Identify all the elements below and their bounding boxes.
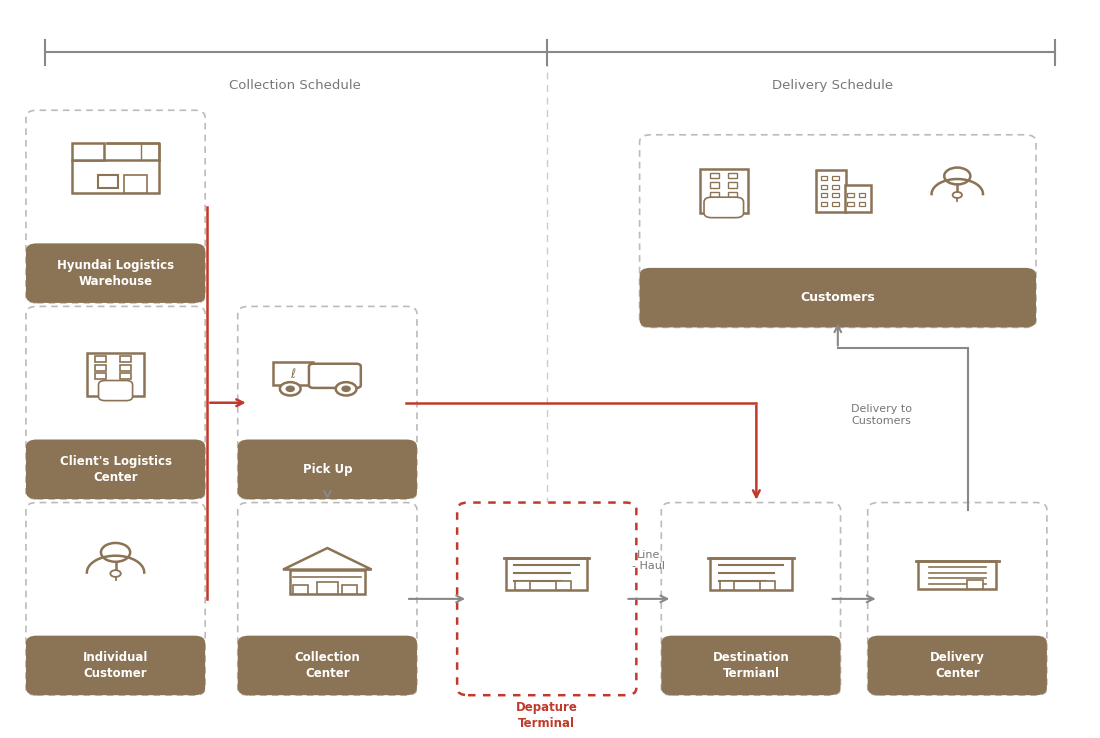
Text: Depature
Terminal: Depature Terminal <box>516 701 578 730</box>
FancyBboxPatch shape <box>342 584 356 594</box>
FancyBboxPatch shape <box>37 446 194 469</box>
FancyBboxPatch shape <box>87 354 144 396</box>
FancyBboxPatch shape <box>124 175 147 193</box>
Text: Delivery Schedule: Delivery Schedule <box>772 79 893 92</box>
Text: Collection Schedule: Collection Schedule <box>229 79 361 92</box>
FancyBboxPatch shape <box>37 643 194 666</box>
FancyBboxPatch shape <box>868 635 1047 695</box>
FancyBboxPatch shape <box>704 197 744 218</box>
FancyBboxPatch shape <box>821 184 827 189</box>
FancyBboxPatch shape <box>651 275 1024 297</box>
FancyBboxPatch shape <box>673 643 828 666</box>
Text: Pick Up: Pick Up <box>302 463 352 476</box>
FancyBboxPatch shape <box>710 201 718 207</box>
FancyBboxPatch shape <box>728 173 737 178</box>
FancyBboxPatch shape <box>73 160 158 193</box>
FancyBboxPatch shape <box>880 643 1035 666</box>
FancyBboxPatch shape <box>26 635 206 695</box>
FancyBboxPatch shape <box>96 365 106 371</box>
FancyBboxPatch shape <box>821 193 827 197</box>
FancyBboxPatch shape <box>710 192 718 197</box>
FancyBboxPatch shape <box>294 584 308 594</box>
FancyBboxPatch shape <box>639 268 1036 328</box>
Circle shape <box>286 386 295 391</box>
FancyBboxPatch shape <box>317 582 338 594</box>
Text: Line
- Haul: Line - Haul <box>632 550 666 571</box>
FancyBboxPatch shape <box>710 173 718 178</box>
FancyBboxPatch shape <box>847 193 854 197</box>
FancyBboxPatch shape <box>516 581 530 590</box>
FancyBboxPatch shape <box>821 176 827 180</box>
FancyBboxPatch shape <box>238 440 417 499</box>
Text: Delivery
Center: Delivery Center <box>930 651 984 680</box>
Text: Customers: Customers <box>801 292 876 304</box>
FancyBboxPatch shape <box>832 193 838 197</box>
FancyBboxPatch shape <box>700 169 748 213</box>
FancyBboxPatch shape <box>120 356 131 362</box>
Text: Delivery to
Customers: Delivery to Customers <box>850 404 912 426</box>
FancyBboxPatch shape <box>26 440 206 499</box>
Text: Client's Logistics
Center: Client's Logistics Center <box>59 455 172 484</box>
FancyBboxPatch shape <box>250 446 405 469</box>
FancyBboxPatch shape <box>73 143 104 160</box>
Circle shape <box>279 382 300 396</box>
FancyBboxPatch shape <box>710 182 718 187</box>
FancyBboxPatch shape <box>238 503 417 695</box>
FancyBboxPatch shape <box>868 503 1047 695</box>
FancyBboxPatch shape <box>711 559 792 590</box>
FancyBboxPatch shape <box>728 192 737 197</box>
FancyBboxPatch shape <box>273 362 314 385</box>
FancyBboxPatch shape <box>26 110 206 303</box>
Text: ℓ: ℓ <box>290 368 296 382</box>
FancyBboxPatch shape <box>728 201 737 207</box>
FancyBboxPatch shape <box>832 184 838 189</box>
Circle shape <box>953 192 962 198</box>
FancyBboxPatch shape <box>832 201 838 206</box>
FancyBboxPatch shape <box>760 581 774 590</box>
FancyBboxPatch shape <box>821 201 827 206</box>
FancyBboxPatch shape <box>26 306 206 499</box>
FancyBboxPatch shape <box>639 135 1036 328</box>
FancyBboxPatch shape <box>120 365 131 371</box>
FancyBboxPatch shape <box>99 381 133 401</box>
FancyBboxPatch shape <box>37 250 194 273</box>
Circle shape <box>101 543 130 562</box>
FancyBboxPatch shape <box>661 503 840 695</box>
FancyBboxPatch shape <box>506 559 587 590</box>
FancyBboxPatch shape <box>858 193 865 197</box>
FancyBboxPatch shape <box>918 561 997 590</box>
FancyBboxPatch shape <box>98 175 119 187</box>
FancyBboxPatch shape <box>557 581 571 590</box>
FancyBboxPatch shape <box>858 201 865 206</box>
FancyBboxPatch shape <box>238 306 417 499</box>
FancyBboxPatch shape <box>967 580 983 590</box>
FancyBboxPatch shape <box>96 356 106 362</box>
FancyBboxPatch shape <box>96 373 106 379</box>
FancyBboxPatch shape <box>661 635 840 695</box>
Text: Collection
Center: Collection Center <box>295 651 360 680</box>
FancyBboxPatch shape <box>847 201 854 206</box>
FancyBboxPatch shape <box>120 373 131 379</box>
Text: Hyundai Logistics
Warehouse: Hyundai Logistics Warehouse <box>57 258 174 288</box>
FancyBboxPatch shape <box>309 364 361 388</box>
FancyBboxPatch shape <box>238 635 417 695</box>
FancyBboxPatch shape <box>728 182 737 187</box>
FancyBboxPatch shape <box>816 170 846 212</box>
Circle shape <box>110 570 121 577</box>
Circle shape <box>342 386 350 391</box>
FancyBboxPatch shape <box>26 503 206 695</box>
FancyBboxPatch shape <box>289 570 365 594</box>
FancyBboxPatch shape <box>250 643 405 666</box>
Circle shape <box>944 168 970 184</box>
FancyBboxPatch shape <box>719 581 734 590</box>
FancyBboxPatch shape <box>832 176 838 180</box>
Circle shape <box>336 382 356 396</box>
FancyBboxPatch shape <box>458 503 636 695</box>
Text: Destination
Termianl: Destination Termianl <box>713 651 790 680</box>
FancyBboxPatch shape <box>26 244 206 303</box>
FancyBboxPatch shape <box>845 185 871 212</box>
Text: Individual
Customer: Individual Customer <box>82 651 148 680</box>
